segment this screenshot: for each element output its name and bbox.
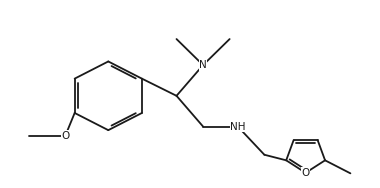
Text: N: N [199, 60, 207, 70]
Text: O: O [301, 168, 310, 178]
Text: NH: NH [230, 121, 245, 132]
Text: O: O [61, 131, 70, 141]
